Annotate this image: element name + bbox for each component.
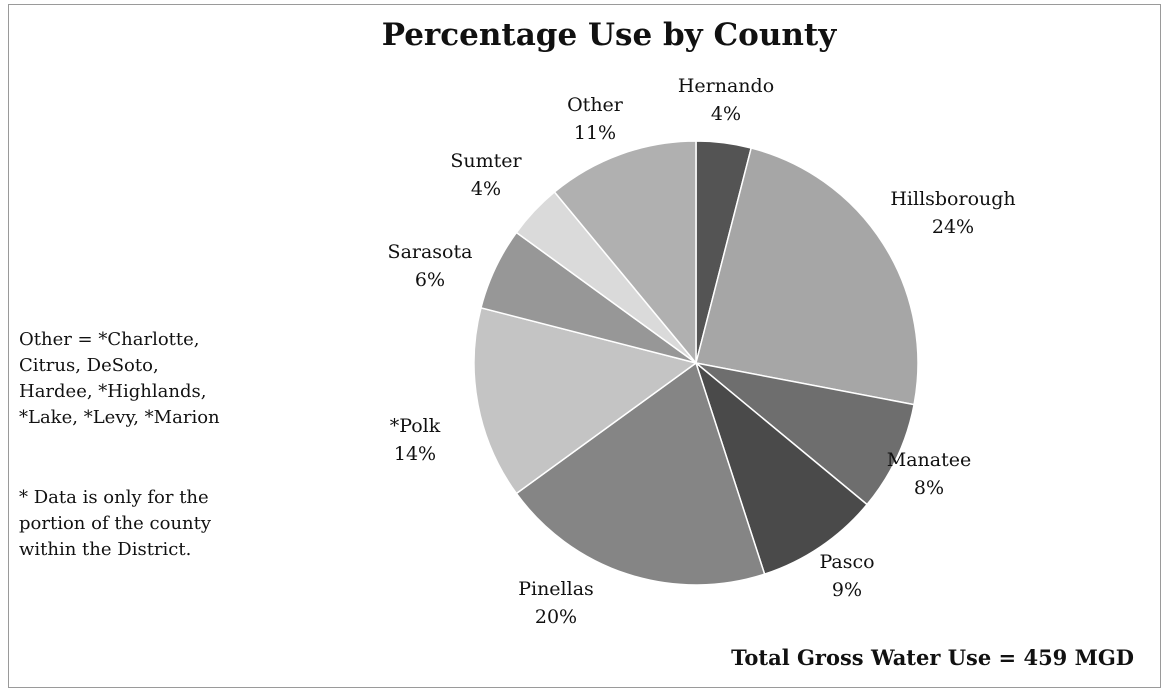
chart-frame: Percentage Use by County Other = *Charlo… <box>8 4 1161 688</box>
slice-value-sarasota: 6% <box>415 269 445 291</box>
slice-label-hernando: Hernando <box>678 75 774 97</box>
slice-value-manatee: 8% <box>914 477 944 499</box>
asterisk-note-line: within the District. <box>19 539 192 560</box>
slice-label-polk: *Polk <box>390 415 441 437</box>
slice-label-pasco: Pasco <box>819 551 874 573</box>
pie-slice-pasco <box>694 360 869 576</box>
slice-value-hillsborough: 24% <box>932 216 974 238</box>
slice-label-hillsborough: Hillsborough <box>890 188 1015 210</box>
slice-label-sarasota: Sarasota <box>388 241 473 263</box>
other-definition-line: *Lake, *Levy, *Marion <box>19 407 220 428</box>
pie-slice-manatee <box>695 362 915 506</box>
slice-label-manatee: Manatee <box>887 449 971 471</box>
other-definition-line: Other = *Charlotte, <box>19 329 200 350</box>
total-water-use: Total Gross Water Use = 459 MGD <box>731 645 1134 670</box>
asterisk-note-line: * Data is only for the <box>19 487 209 508</box>
asterisk-note-line: portion of the county <box>19 513 212 534</box>
slice-value-sumter: 4% <box>471 178 501 200</box>
pie-chart: Hernando 4% Hillsborough 24% Manatee 8% Pasco 9… <box>388 75 1016 628</box>
slice-value-pasco: 9% <box>832 579 862 601</box>
slice-value-hernando: 4% <box>711 103 741 125</box>
other-definition-line: Hardee, *Highlands, <box>19 381 207 402</box>
slice-value-polk: 14% <box>394 443 436 465</box>
slice-label-other: Other <box>567 94 624 116</box>
slice-value-other: 11% <box>574 122 616 144</box>
asterisk-note: * Data is only for the portion of the cou… <box>19 485 319 563</box>
pie-slice-pinellas <box>515 361 766 586</box>
pie-slice-hillsborough <box>695 147 919 406</box>
pie-slice-other <box>553 140 697 366</box>
other-definition-note: Other = *Charlotte, Citrus, DeSoto, Hardee… <box>19 327 319 431</box>
pie-slice-polk <box>473 306 698 495</box>
chart-title: Percentage Use by County <box>381 17 837 53</box>
slice-label-sumter: Sumter <box>450 150 522 172</box>
slice-label-pinellas: Pinellas <box>518 578 594 600</box>
other-definition-line: Citrus, DeSoto, <box>19 355 159 376</box>
slice-value-pinellas: 20% <box>535 606 577 628</box>
